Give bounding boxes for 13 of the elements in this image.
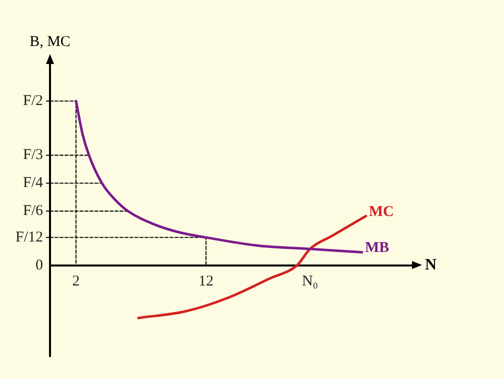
x-tick-label: N₀ [302, 273, 318, 290]
series-label: F/6 [22, 203, 44, 220]
series-label: F/2 [22, 92, 43, 109]
series-label: F/12 [15, 229, 43, 246]
x-tick-label: 2 [72, 273, 80, 290]
text: 0 [36, 257, 43, 274]
series-label: F/3 [22, 147, 43, 164]
x-axis-title: N [425, 256, 437, 274]
series-label: MC [368, 204, 394, 220]
y-axis-title: B, MC [30, 34, 70, 50]
series-label: F/4 [22, 175, 44, 192]
x-tick-label: 12 [198, 273, 214, 290]
series-label: MB [365, 240, 390, 256]
